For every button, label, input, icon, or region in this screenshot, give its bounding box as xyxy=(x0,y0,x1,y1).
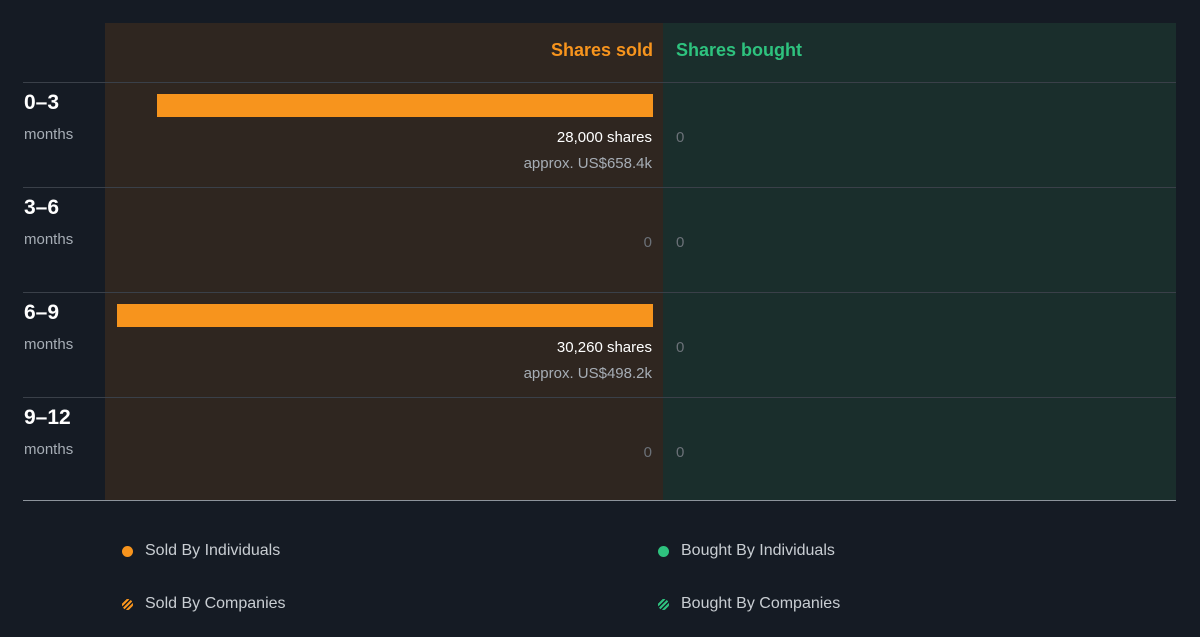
shares-sold-header: Shares sold xyxy=(550,40,653,60)
shares-bought-header: Shares bought xyxy=(676,40,803,60)
sold-bar xyxy=(117,304,653,327)
legend-label: Sold By Companies xyxy=(145,595,286,612)
bought-value-label: 0 xyxy=(676,339,685,356)
period-unit: months xyxy=(24,126,74,143)
row-divider xyxy=(23,187,1176,188)
striped-green-dot-icon xyxy=(658,598,669,610)
row-divider xyxy=(23,82,1176,83)
sold-value-label: 0 xyxy=(643,444,652,461)
sold-value-label: 30,260 shares xyxy=(556,339,652,356)
legend-item-sold-individuals[interactable]: Sold By Individuals xyxy=(122,542,280,560)
bought-value-label: 0 xyxy=(676,234,685,251)
legend-item-bought-individuals[interactable]: Bought By Individuals xyxy=(658,542,835,560)
green-dot-icon xyxy=(658,545,669,557)
sold-approx-label: approx. US$658.4k xyxy=(523,155,652,172)
period-label: 0–3 xyxy=(24,91,60,114)
period-unit: months xyxy=(24,441,74,458)
period-label: 9–12 xyxy=(24,406,71,429)
orange-dot-icon xyxy=(122,545,133,557)
legend-item-bought-companies[interactable]: Bought By Companies xyxy=(658,595,840,613)
shares-bought-panel xyxy=(663,23,1176,501)
sold-approx-label: approx. US$498.2k xyxy=(523,365,652,382)
row-divider xyxy=(23,292,1176,293)
row-divider xyxy=(23,397,1176,398)
sold-bar xyxy=(157,94,653,117)
bought-value-label: 0 xyxy=(676,129,685,146)
period-label: 3–6 xyxy=(24,196,60,219)
baseline-axis xyxy=(23,500,1176,501)
bought-value-label: 0 xyxy=(676,444,685,461)
period-unit: months xyxy=(24,336,74,353)
sold-value-label: 28,000 shares xyxy=(556,129,652,146)
striped-orange-dot-icon xyxy=(122,598,133,610)
legend-label: Bought By Individuals xyxy=(681,542,835,559)
legend-item-sold-companies[interactable]: Sold By Companies xyxy=(122,595,286,613)
legend-label: Bought By Companies xyxy=(681,595,841,612)
legend-label: Sold By Individuals xyxy=(145,542,281,559)
period-unit: months xyxy=(24,231,74,248)
sold-value-label: 0 xyxy=(643,234,652,251)
period-label: 6–9 xyxy=(24,301,60,324)
